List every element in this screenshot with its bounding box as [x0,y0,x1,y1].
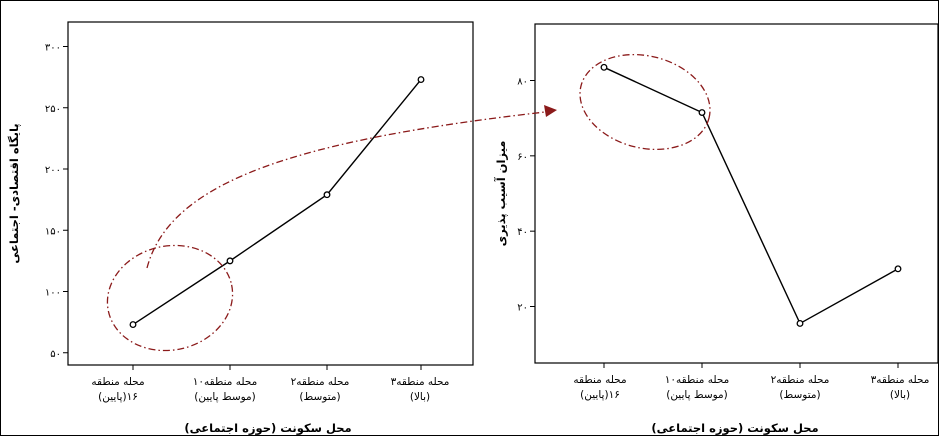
y-tick-label: ۴۰ [517,227,528,238]
data-point [796,320,804,327]
y-tick-label: ۱۰۰ [45,288,61,299]
plot-area-frame [534,23,939,364]
x-category-label: محله منطقه [91,376,144,388]
x-category-label: محله منطقه۳ [871,374,930,386]
data-point [894,265,902,273]
connector-arrow-head [544,105,557,117]
x-category-sublabel: (متوسط) [779,389,820,401]
chart-1: ۵۰ ۱۰۰ ۱۵۰ ۲۰۰ ۲۵۰ ۳۰۰ محله منطقه ۱۶(پایین) محله… [7,21,474,436]
x-axis-title: محل سکونت (حوزه اجتماعی) [184,421,351,436]
series-line [132,79,422,326]
x-axis-title: محل سکونت (حوزه اجتماعی) [651,421,818,436]
x-category-sublabel: (بالا) [410,391,430,403]
data-point [600,63,608,71]
plot-area-frame [67,21,474,366]
x-category-label: محله منطقه۳ [391,376,450,388]
x-category-label: محله منطقه۲ [771,374,830,386]
highlight-ellipse-left [106,244,234,352]
data-point [226,257,234,265]
y-tick-label: ۵۰ [50,349,61,360]
y-axis-title: پایگاه اقتصادی- اجتماعی [7,123,21,263]
x-category-sublabel: (بالا) [890,389,910,401]
x-category-sublabel: ۱۶(پایین) [580,389,620,401]
y-tick-label: ۸۰ [517,77,528,88]
x-category-label: محله منطقه۱۰ [665,374,729,386]
chart-2: ۲۰ ۴۰ ۶۰ ۸۰ محله منطقه ۱۶(پایین) محله منطقه۱۰ (… [494,23,939,436]
x-category-sublabel: (موسط پایین) [194,391,256,403]
connector-arrow-line [146,111,546,269]
y-tick-label: ۱۵۰ [45,226,61,237]
x-category-sublabel: (متوسط) [299,391,340,403]
y-tick-label: ۳۰۰ [45,43,61,54]
y-tick-label: ۲۰۰ [45,165,61,176]
highlight-ellipse-right [579,53,711,151]
x-category-label: محله منطقه۱۰ [193,376,257,388]
x-category-label: محله منطقه۲ [291,376,350,388]
x-category-label: محله منطقه [573,374,626,386]
series-line [603,66,899,325]
y-tick-label: ۶۰ [517,152,528,163]
y-axis-title: میزان آسیب پذیری [494,141,508,247]
data-point [323,191,331,199]
data-point [129,321,137,329]
x-category-sublabel: ۱۶(پایین) [98,391,138,403]
data-point [698,109,706,116]
y-tick-label: ۲۵۰ [45,104,61,115]
x-category-sublabel: (موسط پایین) [666,389,728,401]
data-point [417,76,425,84]
y-tick-label: ۲۰ [517,303,528,314]
